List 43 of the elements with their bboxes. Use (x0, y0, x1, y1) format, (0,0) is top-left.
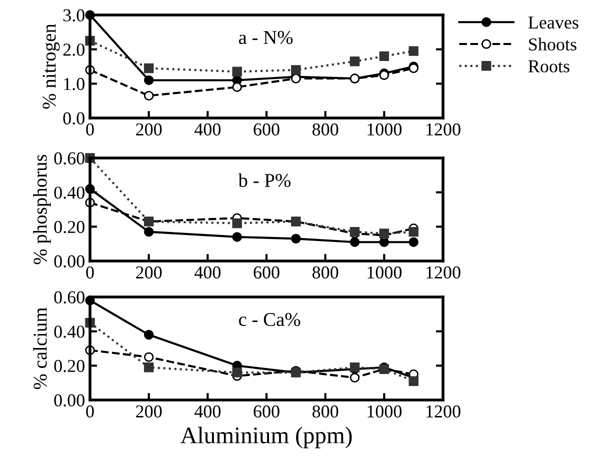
x-tick-label: 800 (312, 123, 338, 136)
x-tick-label: 1000 (368, 266, 402, 279)
x-tick-label: 400 (194, 266, 221, 279)
legend-label: Roots (528, 60, 570, 72)
x-tick-label: 200 (136, 405, 162, 418)
x-tick-label: 1200 (426, 266, 460, 279)
x-tick-label: 0 (86, 266, 94, 279)
y-tick-label: 0.40 (54, 186, 84, 199)
y-tick-label: 0.60 (54, 291, 84, 304)
x-tick-label: 1200 (426, 405, 460, 418)
x-axis-title: Aluminium (ppm) (180, 426, 352, 448)
x-tick-label: 200 (136, 123, 162, 136)
annotation: c - Ca% (239, 312, 300, 326)
x-tick-label: 800 (312, 405, 338, 418)
x-tick-label: 0 (86, 123, 94, 136)
x-tick-label: 1200 (426, 123, 460, 136)
x-tick-label: 600 (254, 123, 280, 136)
y-tick-label: 0.00 (54, 255, 84, 268)
x-tick-label: 600 (254, 405, 280, 418)
y-axis-title: % phosphorus (33, 154, 51, 264)
legend-label: Leaves (528, 16, 578, 29)
legend-label: Shoots (529, 38, 576, 51)
x-tick-label: 600 (254, 266, 280, 279)
y-tick-label: 0.0 (63, 112, 84, 125)
x-tick-label: 1000 (368, 123, 402, 136)
y-tick-label: 2.0 (63, 44, 84, 56)
x-tick-label: 400 (194, 405, 221, 418)
y-tick-label: 1.0 (64, 78, 84, 90)
y-tick-label: 0.60 (54, 152, 84, 165)
x-tick-label: 0 (86, 405, 94, 418)
y-axis-title: % nitrogen (42, 24, 60, 109)
y-tick-label: 0.40 (54, 326, 84, 338)
y-tick-label: 0.20 (54, 360, 84, 372)
y-tick-label: 3.0 (63, 9, 84, 22)
annotation: b - P% (238, 173, 291, 188)
y-tick-label: 0.00 (54, 394, 84, 407)
annotation: a - N% (238, 30, 293, 44)
y-tick-label: 0.20 (54, 220, 84, 234)
y-axis-title: % calcium (33, 308, 47, 390)
x-tick-label: 1000 (368, 405, 402, 418)
x-tick-label: 800 (312, 266, 338, 279)
x-tick-label: 200 (136, 266, 162, 279)
x-tick-label: 400 (194, 123, 221, 136)
